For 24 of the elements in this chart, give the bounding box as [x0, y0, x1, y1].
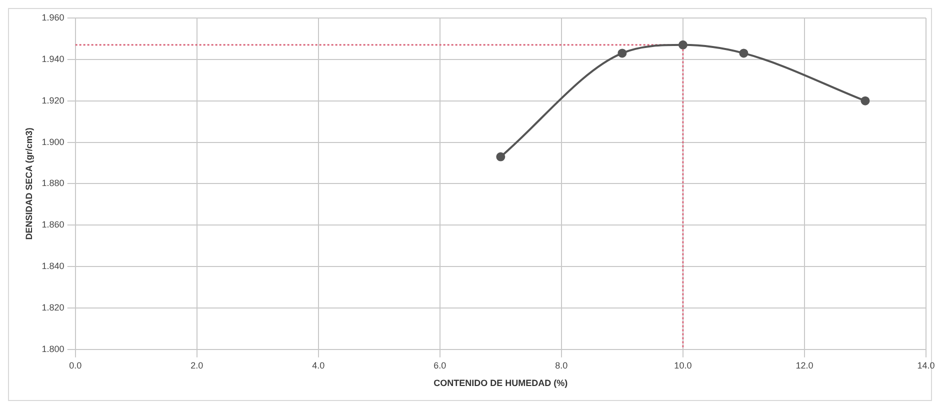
x-tick-label: 10.0 [674, 360, 692, 370]
point [739, 48, 748, 58]
y-tick-label: 1.840 [42, 261, 64, 272]
x-tick-label: 14.0 [917, 360, 935, 370]
x-tick-label: 2.0 [190, 360, 204, 370]
x-tick-label: 8.0 [555, 360, 568, 370]
x-tick-label: 4.0 [312, 360, 325, 370]
y-tick-label: 1.960 [42, 12, 64, 22]
point [678, 40, 688, 50]
x-tick-label: 0.0 [69, 360, 82, 370]
x-axis-title: CONTENIDO DE HUMEDAD (%) [434, 378, 568, 388]
y-tick-label: 1.920 [42, 95, 64, 106]
x-tick-label: 6.0 [434, 360, 446, 370]
y-tick-label: 1.860 [42, 220, 64, 230]
point [618, 48, 627, 58]
y-tick-label: 1.940 [42, 54, 64, 64]
y-tick-label: 1.900 [42, 136, 64, 147]
y-tick-label: 1.820 [42, 302, 64, 312]
y-tick-label: 1.880 [42, 178, 64, 188]
y-axis-title: DENSIDAD SECA (gr/cm3) [24, 128, 34, 240]
point [496, 152, 506, 162]
point [860, 96, 870, 106]
x-tick-label: 12.0 [796, 360, 814, 370]
y-tick-label: 1.800 [42, 344, 64, 354]
